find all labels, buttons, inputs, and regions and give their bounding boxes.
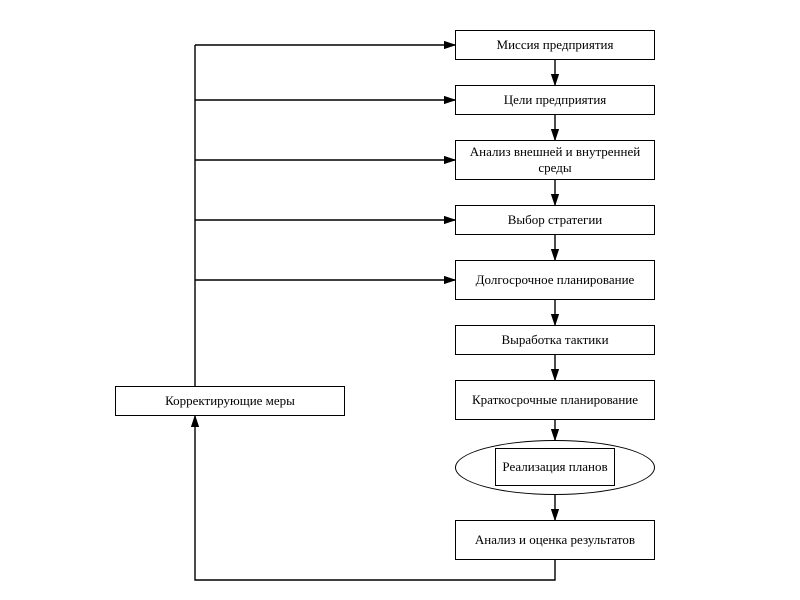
node-corrective: Корректирующие меры xyxy=(115,386,345,416)
flowchart-canvas: Миссия предприятия Цели предприятия Анал… xyxy=(0,0,800,600)
node-tactics: Выработка тактики xyxy=(455,325,655,355)
node-results: Анализ и оценка результатов xyxy=(455,520,655,560)
node-label: Корректирующие меры xyxy=(165,393,295,409)
node-analysis: Анализ внешней и внутренней среды xyxy=(455,140,655,180)
node-shortterm: Краткосрочные планирование xyxy=(455,380,655,420)
node-longterm: Долгосрочное планирование xyxy=(455,260,655,300)
node-label: Цели предприятия xyxy=(504,92,607,108)
node-label: Анализ и оценка результатов xyxy=(475,532,635,548)
node-label: Выбор стратегии xyxy=(508,212,603,228)
node-label: Реализация планов xyxy=(502,459,607,475)
node-strategy: Выбор стратегии xyxy=(455,205,655,235)
node-label: Анализ внешней и внутренней среды xyxy=(460,144,650,175)
node-realization-inner: Реализация планов xyxy=(495,448,615,486)
node-label: Выработка тактики xyxy=(501,332,608,348)
node-mission: Миссия предприятия xyxy=(455,30,655,60)
connectors-layer xyxy=(0,0,800,600)
node-label: Долгосрочное планирование xyxy=(476,272,635,288)
node-label: Миссия предприятия xyxy=(497,37,614,53)
node-label: Краткосрочные планирование xyxy=(472,392,638,408)
node-goals: Цели предприятия xyxy=(455,85,655,115)
